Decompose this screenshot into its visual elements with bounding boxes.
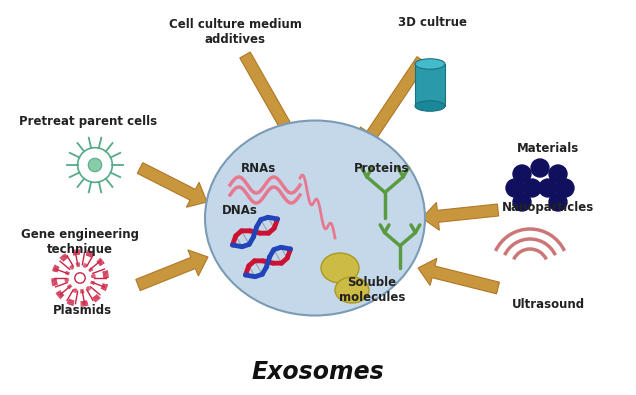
Ellipse shape [321,253,359,283]
Text: Cell culture medium
additives: Cell culture medium additives [169,18,301,46]
Text: Plasmids: Plasmids [52,303,111,316]
Text: Pretreat parent cells: Pretreat parent cells [19,115,157,128]
Circle shape [531,159,549,177]
Circle shape [523,179,541,197]
Circle shape [75,273,85,283]
Ellipse shape [335,277,369,303]
Circle shape [78,148,113,182]
Polygon shape [135,250,208,291]
Circle shape [513,165,531,183]
Circle shape [549,165,567,183]
Text: Ultrasound: Ultrasound [511,299,584,312]
Circle shape [513,193,531,211]
Text: Nanoparticles: Nanoparticles [502,201,594,214]
Text: 3D cultrue: 3D cultrue [398,15,466,28]
Polygon shape [360,56,427,148]
Ellipse shape [205,120,425,316]
Polygon shape [137,163,207,207]
Circle shape [556,179,574,197]
Text: Gene engineering
technique: Gene engineering technique [21,228,139,256]
Text: RNAs: RNAs [240,162,275,175]
Circle shape [506,179,524,197]
Text: Materials: Materials [517,141,579,154]
Ellipse shape [415,101,445,111]
Text: Exosomes: Exosomes [252,360,384,384]
Circle shape [549,193,567,211]
Bar [415,64,445,106]
Polygon shape [418,258,499,294]
Circle shape [88,158,102,172]
Ellipse shape [415,59,445,69]
Polygon shape [422,202,499,230]
Polygon shape [240,52,302,148]
Text: DNAs: DNAs [222,203,258,216]
Text: Proteins: Proteins [354,162,410,175]
Text: Soluble
molecules: Soluble molecules [339,276,405,304]
Circle shape [539,179,557,197]
